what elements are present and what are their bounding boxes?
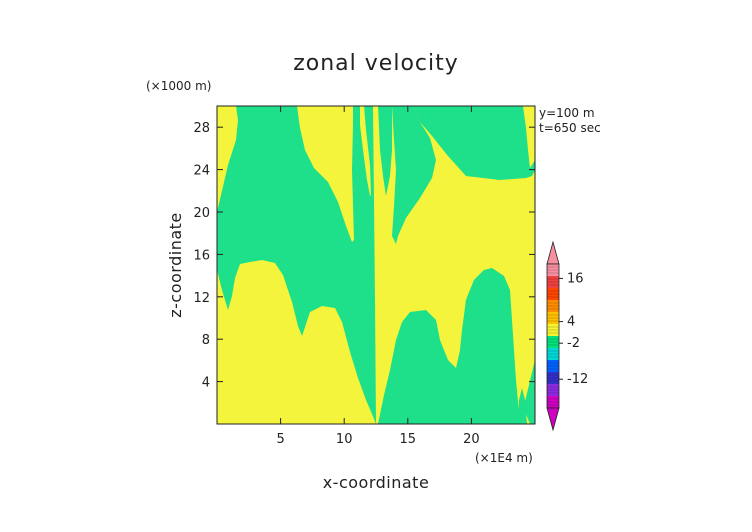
- colorbar-label: 4: [567, 315, 575, 330]
- x-tick-label: 20: [463, 432, 480, 447]
- contour-region-negative: [518, 388, 527, 424]
- contour-region-positive: [217, 106, 238, 212]
- colorbar-swatch: [547, 264, 559, 276]
- y-tick-label: 8: [202, 333, 210, 348]
- x-tick-label: 10: [336, 432, 353, 447]
- colorbar-arrow-bottom: [546, 407, 560, 432]
- contour-region-negative: [460, 268, 520, 424]
- colorbar-label: -2: [567, 336, 580, 351]
- colorbar-arrow-top: [546, 240, 560, 265]
- annotation-t: t=650 sec: [539, 121, 601, 135]
- x-axis-title: x-coordinate: [323, 473, 430, 492]
- colorbar-swatch: [547, 312, 559, 324]
- colorbar-swatch: [547, 360, 559, 372]
- colorbar: 16 4 -2 -12: [546, 240, 588, 432]
- colorbar-swatch: [547, 372, 559, 384]
- y-tick-label: 4: [202, 376, 210, 391]
- y-tick-label: 12: [193, 291, 210, 306]
- colorbar-swatch: [547, 348, 559, 360]
- x-tick-label: 5: [276, 432, 284, 447]
- contour-region-positive: [360, 106, 371, 196]
- colorbar-swatch: [547, 324, 559, 336]
- plot-area: [217, 106, 535, 424]
- chart-title: zonal velocity: [293, 51, 459, 76]
- plot-frame: [216, 105, 536, 425]
- contour-region-positive: [523, 106, 535, 168]
- x-tick-label: 15: [400, 432, 417, 447]
- y-unit-label: (×1000 m): [146, 79, 211, 93]
- colorbar-label: -12: [567, 372, 588, 387]
- y-axis: 4 8 12 16 20 24 28: [193, 121, 535, 391]
- x-unit-label: (×1E4 m): [475, 451, 533, 465]
- colorbar-swatch: [547, 288, 559, 300]
- colorbar-swatch: [547, 300, 559, 312]
- contour-region-negative: [392, 106, 436, 244]
- colorbar-swatch: [547, 336, 559, 348]
- colorbar-swatch: [547, 384, 559, 396]
- y-axis-title: z-coordinate: [166, 212, 185, 318]
- y-tick-label: 20: [193, 206, 210, 221]
- annotation-y: y=100 m: [539, 106, 595, 120]
- colorbar-swatch: [547, 276, 559, 288]
- x-axis: 5 10 15 20: [276, 106, 480, 447]
- colorbar-label: 16: [567, 271, 584, 286]
- y-tick-label: 28: [193, 121, 210, 136]
- contour-region-positive: [217, 260, 376, 424]
- colorbar-swatch: [547, 396, 559, 408]
- contour-region-positive: [297, 106, 354, 242]
- y-tick-label: 16: [193, 248, 210, 263]
- y-tick-label: 24: [193, 164, 210, 179]
